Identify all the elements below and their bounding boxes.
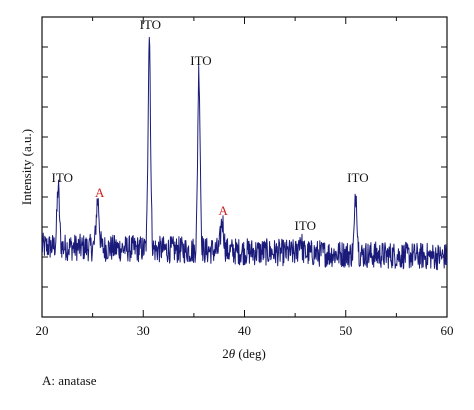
peak-annotation: ITO [52, 170, 73, 185]
peak-annotation: A [219, 203, 229, 218]
peak-annotations: ITO A ITO ITO A ITO ITO [52, 17, 369, 233]
y-ticks [42, 46, 447, 288]
peak-annotation: ITO [190, 53, 211, 68]
peak-annotation: ITO [140, 17, 161, 32]
footnote: A: anatase [42, 373, 97, 388]
plot-frame [41, 16, 448, 318]
peak-annotation: ITO [347, 170, 368, 185]
x-tick-label: 20 [36, 323, 49, 338]
peak-annotation: A [95, 185, 105, 200]
xrd-chart: 20 30 40 50 60 ITO A ITO ITO A ITO ITO Intensity (… [19, 16, 454, 361]
peak-annotation: ITO [295, 218, 316, 233]
x-tick-label: 30 [137, 323, 150, 338]
x-tick-label: 40 [238, 323, 251, 338]
x-tick-label: 60 [441, 323, 454, 338]
y-axis-label: Intensity (a.u.) [19, 129, 34, 205]
x-tick-label: 50 [339, 323, 352, 338]
x-axis-label: 2θ (deg) [222, 346, 266, 361]
xrd-spectrum-line [41, 36, 448, 271]
x-ticks: 20 30 40 50 60 [36, 17, 454, 338]
